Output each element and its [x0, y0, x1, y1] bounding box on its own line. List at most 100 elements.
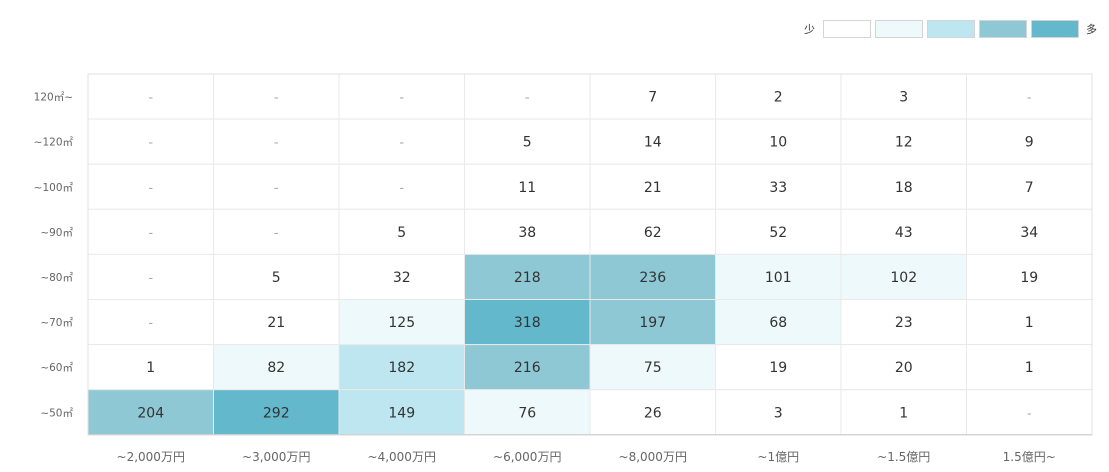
cell-value: 10: [769, 135, 787, 151]
heatmap-cell: [840, 253, 967, 300]
heatmap-cell: [213, 344, 340, 391]
heatmap-cell: [966, 389, 1093, 436]
heatmap-cell: [589, 344, 716, 391]
empty-cell-label: -: [148, 136, 153, 151]
cell-value: 20: [895, 360, 913, 376]
x-tick-label: ~6,000万円: [493, 450, 561, 464]
empty-cell-label: -: [399, 136, 404, 151]
cell-value: 1: [1025, 315, 1034, 331]
legend-low-label: 少: [804, 23, 815, 36]
cell-value: 204: [137, 405, 164, 421]
cell-value: 76: [518, 405, 536, 421]
heatmap-cell: [87, 299, 214, 346]
heatmap-cell: [589, 163, 716, 210]
heatmap-cell: [464, 344, 591, 391]
x-tick-label: 1.5億円~: [1003, 450, 1056, 464]
heatmap-cell: [840, 208, 967, 255]
heatmap-cell: [715, 344, 842, 391]
cell-value: 102: [890, 270, 917, 286]
heatmap-cell: [338, 389, 465, 436]
heatmap-cell: [213, 163, 340, 210]
cell-value: 82: [267, 360, 285, 376]
empty-cell-label: -: [148, 91, 153, 106]
y-tick-label: ~60㎡: [40, 362, 73, 374]
empty-cell-label: -: [399, 91, 404, 106]
cell-value: 21: [267, 315, 285, 331]
empty-cell-label: -: [148, 271, 153, 286]
cell-value: 7: [648, 90, 657, 106]
empty-cell-label: -: [1027, 91, 1032, 106]
heatmap-cell: [464, 73, 591, 120]
x-tick-label: ~2,000万円: [117, 450, 185, 464]
cell-value: 18: [895, 180, 913, 196]
cell-value: 216: [514, 360, 541, 376]
heatmap-cell: [464, 208, 591, 255]
heatmap-cell: [338, 118, 465, 165]
heatmap-cell: [966, 253, 1093, 300]
heatmap-cell: [589, 253, 716, 300]
cell-value: 1: [1025, 360, 1034, 376]
cell-value: 2: [774, 90, 783, 106]
cell-value: 125: [388, 315, 415, 331]
cell-value: 23: [895, 315, 913, 331]
x-tick-label: ~4,000万円: [368, 450, 436, 464]
heatmap-cell: [87, 389, 214, 436]
cell-value: 149: [388, 405, 415, 421]
heatmap-cell: [464, 118, 591, 165]
x-tick-label: ~1億円: [757, 450, 799, 464]
empty-cell-label: -: [148, 181, 153, 196]
y-tick-label: ~100㎡: [34, 182, 74, 194]
cell-value: 12: [895, 135, 913, 151]
heatmap-cell: [213, 73, 340, 120]
legend-swatch-3: [927, 20, 975, 38]
heatmap-cell: [840, 299, 967, 346]
cell-value: 3: [774, 405, 783, 421]
cell-value: 182: [388, 360, 415, 376]
y-tick-label: ~50㎡: [40, 407, 73, 419]
heatmap-cell: [589, 118, 716, 165]
cell-value: 75: [644, 360, 662, 376]
heatmap-cell: [338, 163, 465, 210]
cell-value: 5: [523, 135, 532, 151]
y-tick-label: 120㎡~: [34, 92, 73, 104]
cell-value: 52: [769, 225, 787, 241]
cell-value: 5: [397, 225, 406, 241]
legend-swatches: [823, 20, 1079, 38]
cell-value: 19: [1020, 270, 1038, 286]
cell-value: 33: [769, 180, 787, 196]
cell-value: 26: [644, 405, 662, 421]
heatmap-cell: [715, 208, 842, 255]
heatmap-cell: [338, 344, 465, 391]
empty-cell-label: -: [148, 226, 153, 241]
heatmap-cell: [966, 344, 1093, 391]
x-tick-label: ~8,000万円: [619, 450, 687, 464]
heatmap-cell: [213, 253, 340, 300]
legend-swatch-5: [1031, 20, 1079, 38]
empty-cell-label: -: [274, 181, 279, 196]
empty-cell-label: -: [1027, 406, 1032, 421]
heatmap-cell: [966, 208, 1093, 255]
cell-value: 62: [644, 225, 662, 241]
cell-value: 68: [769, 315, 787, 331]
heatmap-cell: [87, 118, 214, 165]
heatmap-cell: [213, 118, 340, 165]
heatmap-cell: [840, 389, 967, 436]
legend-swatch-2: [875, 20, 923, 38]
cell-value: 14: [644, 135, 662, 151]
heatmap-cell: [87, 73, 214, 120]
legend-high-label: 多: [1086, 23, 1097, 36]
cell-value: 5: [272, 270, 281, 286]
heatmap-cells: [87, 73, 1093, 436]
heatmap-cell: [589, 299, 716, 346]
heatmap-cell: [715, 389, 842, 436]
heatmap-cell: [464, 299, 591, 346]
heatmap-cell: [464, 389, 591, 436]
heatmap-cell: [213, 208, 340, 255]
cell-value: 21: [644, 180, 662, 196]
legend: 少 多: [804, 20, 1097, 38]
y-tick-label: ~120㎡: [34, 137, 74, 149]
cell-value: 11: [518, 180, 536, 196]
empty-cell-label: -: [274, 226, 279, 241]
cell-value: 34: [1020, 225, 1038, 241]
cell-value: 197: [639, 315, 666, 331]
